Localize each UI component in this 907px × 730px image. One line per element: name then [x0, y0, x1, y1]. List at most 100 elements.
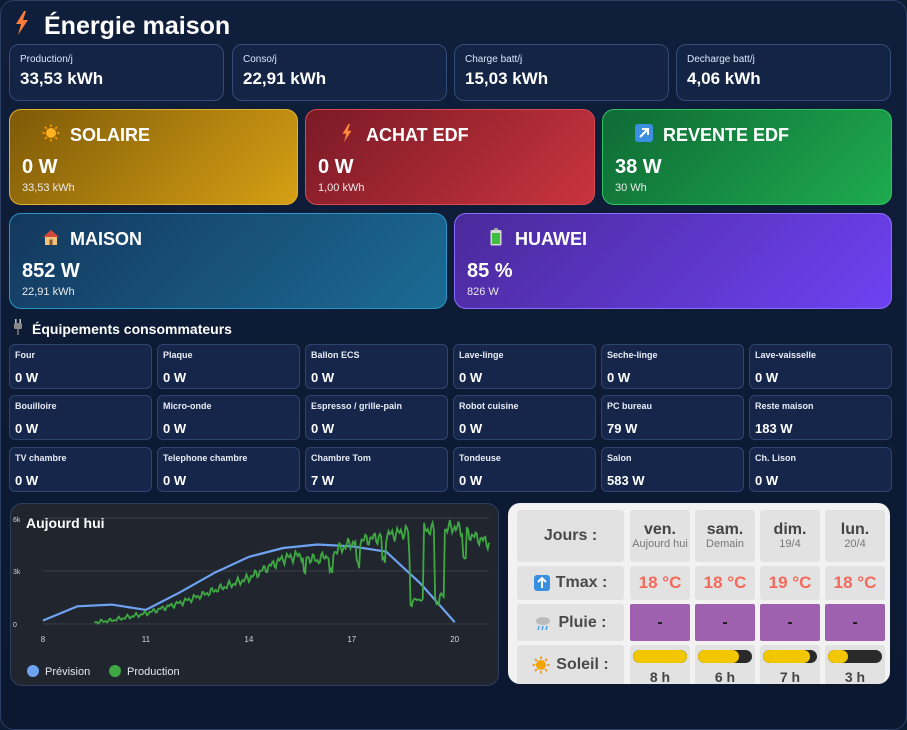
equipement-tile[interactable]: TV chambre 0 W	[9, 447, 152, 492]
equipement-tile[interactable]: Tondeuse 0 W	[453, 447, 596, 492]
card-subvalue: 826 W	[467, 286, 499, 298]
weather-row-label: Jours :	[543, 527, 598, 544]
weather-day-header: lun. 20/4	[825, 510, 885, 562]
plug-icon	[14, 319, 22, 338]
equipement-tile[interactable]: Espresso / grille-pain 0 W	[305, 395, 448, 440]
equipement-tile[interactable]: PC bureau 79 W	[601, 395, 744, 440]
weather-row-label: Soleil :	[556, 656, 609, 673]
stat-label: Charge batt/j	[465, 54, 523, 65]
card-value: 85 %	[467, 260, 513, 282]
card-value: 0 W	[318, 156, 354, 178]
equipement-power: 0 W	[163, 370, 187, 385]
stat-label: Conso/j	[243, 54, 277, 65]
card-solaire[interactable]: SOLAIRE 0 W 33,53 kWh	[9, 109, 298, 205]
equipement-power: 0 W	[755, 370, 779, 385]
equipement-power: 79 W	[607, 421, 638, 436]
sunshine-bar-fill	[698, 650, 739, 663]
x-tick-label: 8	[41, 635, 46, 644]
equipement-tile[interactable]: Telephone chambre 0 W	[157, 447, 300, 492]
equipement-tile[interactable]: Ballon ECS 0 W	[305, 344, 448, 389]
house-icon	[40, 228, 62, 251]
weather-row-label: Tmax :	[555, 574, 608, 591]
chart-title: Aujourd hui	[26, 515, 105, 531]
weather-day-name: lun.	[840, 521, 870, 538]
stat-production[interactable]: Production/j 33,53 kWh	[9, 44, 224, 101]
card-title: MAISON	[70, 229, 142, 249]
card-maison[interactable]: MAISON 852 W 22,91 kWh	[9, 213, 447, 309]
stat-conso[interactable]: Conso/j 22,91 kWh	[232, 44, 447, 101]
equipement-power: 0 W	[459, 473, 483, 488]
card-subvalue: 30 Wh	[615, 182, 647, 194]
weather-day-name: dim.	[773, 521, 807, 538]
equipement-tile[interactable]: Salon 583 W	[601, 447, 744, 492]
equipement-tile[interactable]: Lave-vaisselle 0 W	[749, 344, 892, 389]
equipement-tile[interactable]: Chambre Tom 7 W	[305, 447, 448, 492]
weather-sun-cell: 7 h	[760, 645, 820, 684]
weather-day-date: Demain	[706, 538, 744, 550]
sunshine-bar-fill	[763, 650, 811, 663]
equipement-name: Chambre Tom	[311, 453, 371, 463]
equipement-tile[interactable]: Seche-linge 0 W	[601, 344, 744, 389]
weather-sun-cell: 6 h	[695, 645, 755, 684]
equipement-name: Reste maison	[755, 401, 814, 411]
equipement-power: 583 W	[607, 473, 645, 488]
card-revente-edf[interactable]: REVENTE EDF 38 W 30 Wh	[602, 109, 892, 205]
legend-marker	[109, 665, 121, 677]
legend-label: Production	[127, 666, 180, 678]
weather-row-label-days: Jours :	[517, 510, 624, 562]
equipement-tile[interactable]: Plaque 0 W	[157, 344, 300, 389]
equipement-name: Lave-linge	[459, 350, 504, 360]
card-subvalue: 1,00 kWh	[318, 182, 365, 194]
equipement-name: Telephone chambre	[163, 453, 248, 463]
equipement-name: Ch. Lison	[755, 453, 796, 463]
equipement-name: Tondeuse	[459, 453, 501, 463]
card-title: HUAWEI	[515, 229, 587, 249]
card-title: SOLAIRE	[70, 125, 151, 145]
equipement-tile[interactable]: Micro-onde 0 W	[157, 395, 300, 440]
x-tick-label: 11	[142, 635, 151, 644]
weather-day-name: ven.	[643, 521, 676, 538]
card-achat-edf[interactable]: ACHAT EDF 0 W 1,00 kWh	[305, 109, 595, 205]
equipement-power: 0 W	[15, 421, 39, 436]
weather-tmax-value: 19 °C	[768, 573, 812, 592]
x-tick-label: 17	[347, 635, 356, 644]
equipement-tile[interactable]: Lave-linge 0 W	[453, 344, 596, 389]
weather-day-header: sam. Demain	[695, 510, 755, 562]
legend-marker	[27, 665, 39, 677]
sun-icon	[40, 124, 62, 147]
card-subvalue: 33,53 kWh	[22, 182, 75, 194]
weather-tmax-cell: 18 °C	[825, 566, 885, 600]
battery-icon	[485, 228, 507, 251]
equipement-tile[interactable]: Reste maison 183 W	[749, 395, 892, 440]
equipement-power: 0 W	[15, 473, 39, 488]
equipement-name: PC bureau	[607, 401, 653, 411]
stat-charge-batt[interactable]: Charge batt/j 15,03 kWh	[454, 44, 669, 101]
equipement-tile[interactable]: Bouilloire 0 W	[9, 395, 152, 440]
weather-tmax-cell: 18 °C	[695, 566, 755, 600]
arrow-up-right-icon	[633, 124, 655, 147]
stat-value: 22,91 kWh	[243, 69, 327, 88]
equipement-name: Micro-onde	[163, 401, 212, 411]
sunshine-bar-fill	[828, 650, 849, 663]
equipement-tile[interactable]: Robot cuisine 0 W	[453, 395, 596, 440]
stat-decharge-batt[interactable]: Decharge batt/j 4,06 kWh	[676, 44, 891, 101]
equipement-name: Robot cuisine	[459, 401, 519, 411]
card-huawei[interactable]: HUAWEI 85 % 826 W	[454, 213, 892, 309]
equipement-name: Bouilloire	[15, 401, 57, 411]
weather-rain-cell: -	[760, 604, 820, 641]
equipement-tile[interactable]: Ch. Lison 0 W	[749, 447, 892, 492]
weather-row-label: Pluie :	[558, 613, 607, 631]
lightning-icon	[14, 10, 30, 42]
weather-sun-hours: 3 h	[844, 669, 866, 684]
equipement-tile[interactable]: Four 0 W	[9, 344, 152, 389]
equipement-power: 7 W	[311, 473, 335, 488]
weather-row-label-tmax: Tmax :	[517, 566, 624, 600]
card-header: MAISON	[40, 228, 142, 251]
weather-day-name: sam.	[706, 521, 744, 538]
weather-day-date: 19/4	[779, 538, 801, 550]
equipement-name: Four	[15, 350, 35, 360]
weather-day-date: 20/4	[844, 538, 866, 550]
equipement-power: 0 W	[607, 370, 631, 385]
equipement-name: Lave-vaisselle	[755, 350, 817, 360]
equipement-power: 0 W	[15, 370, 39, 385]
